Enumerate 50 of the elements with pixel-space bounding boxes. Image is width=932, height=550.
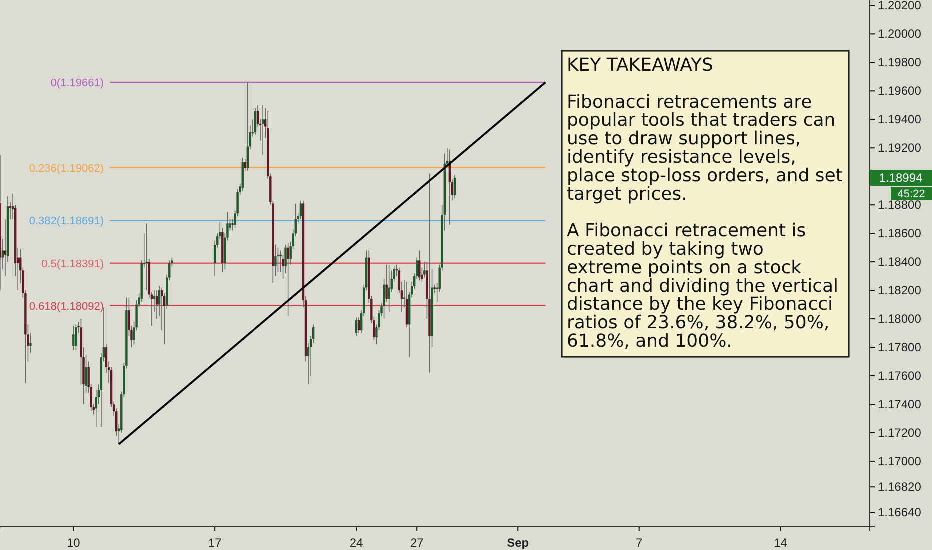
- y-tick-label: 1.16640: [878, 506, 922, 520]
- ref-line-label: 0.618(1.18092): [29, 300, 104, 313]
- y-tick-label: 1.19800: [878, 56, 922, 70]
- y-tick-label: 1.19600: [878, 84, 922, 98]
- y-tick-label: 1.18600: [878, 226, 922, 240]
- y-tick-label: 1.20000: [878, 27, 922, 42]
- y-tick-label: 1.17000: [878, 454, 922, 468]
- candlestick: [254, 108, 257, 136]
- x-tick-label: 10: [66, 536, 81, 550]
- y-tick-label: 1.17400: [878, 397, 922, 412]
- candlestick: [454, 174, 456, 198]
- x-tick-label: 17: [208, 536, 222, 550]
- candlestick: [277, 247, 280, 272]
- ref-line-label: 0(1.19661): [50, 77, 104, 90]
- y-tick-label: 1.19400: [878, 112, 922, 126]
- y-tick-label: 1.16820: [878, 480, 922, 494]
- x-tick-label: 24: [350, 536, 364, 550]
- candlestick: [30, 332, 32, 354]
- x-tick-label: 14: [774, 536, 788, 550]
- y-tick-label: 1.17800: [878, 340, 922, 354]
- y-tick-label: 1.19200: [878, 140, 922, 155]
- candlestick: [232, 218, 234, 232]
- candlestick: [75, 324, 78, 351]
- ref-line-label: 0.382(1.18691): [29, 216, 104, 228]
- text: 1.18994: [879, 171, 924, 186]
- y-tick-label: 1.18200: [878, 283, 922, 298]
- y-tick-label: 1.17600: [878, 368, 922, 383]
- y-tick-label: 1.20200: [878, 0, 922, 13]
- candlestick: [246, 82, 250, 172]
- candlestick: [282, 254, 284, 280]
- candlestick: [262, 105, 264, 156]
- candlestick: [424, 262, 426, 278]
- candlestick: [72, 326, 75, 351]
- x-tick-label: Sep: [507, 536, 530, 550]
- x-tick-label: 7: [636, 536, 644, 550]
- candlestick: [388, 264, 390, 312]
- candlestick: [287, 243, 290, 317]
- candlestick: [156, 290, 158, 320]
- x-tick-label: 27: [410, 536, 424, 550]
- annotation: Fibonacci retracements are popular tools that traders can use to draw support lines, identify resistance levels, place stop-loss orders, and set target prices.: [567, 92, 843, 205]
- y-tick-label: 1.17200: [878, 426, 922, 440]
- ref-line-label: 0.5(1.18391): [42, 258, 104, 270]
- annotation: A Fibonacci retracement is created by taking two extreme points on a stock chart and dividing the vertical distance by the key Fibonacci ratios of 23.6%, 38.2%, 50%, 61.8%, and 100%.: [567, 220, 839, 352]
- ref-line-label: 0.236(1.19062): [29, 162, 104, 175]
- annotation: KEY TAKEAWAYS: [567, 55, 714, 76]
- candlestick: [355, 317, 358, 337]
- y-tick-label: 1.18400: [878, 254, 922, 269]
- y-tick-label: 1.18000: [878, 312, 922, 326]
- candlestick: [274, 244, 277, 277]
- candlestick: [418, 250, 421, 281]
